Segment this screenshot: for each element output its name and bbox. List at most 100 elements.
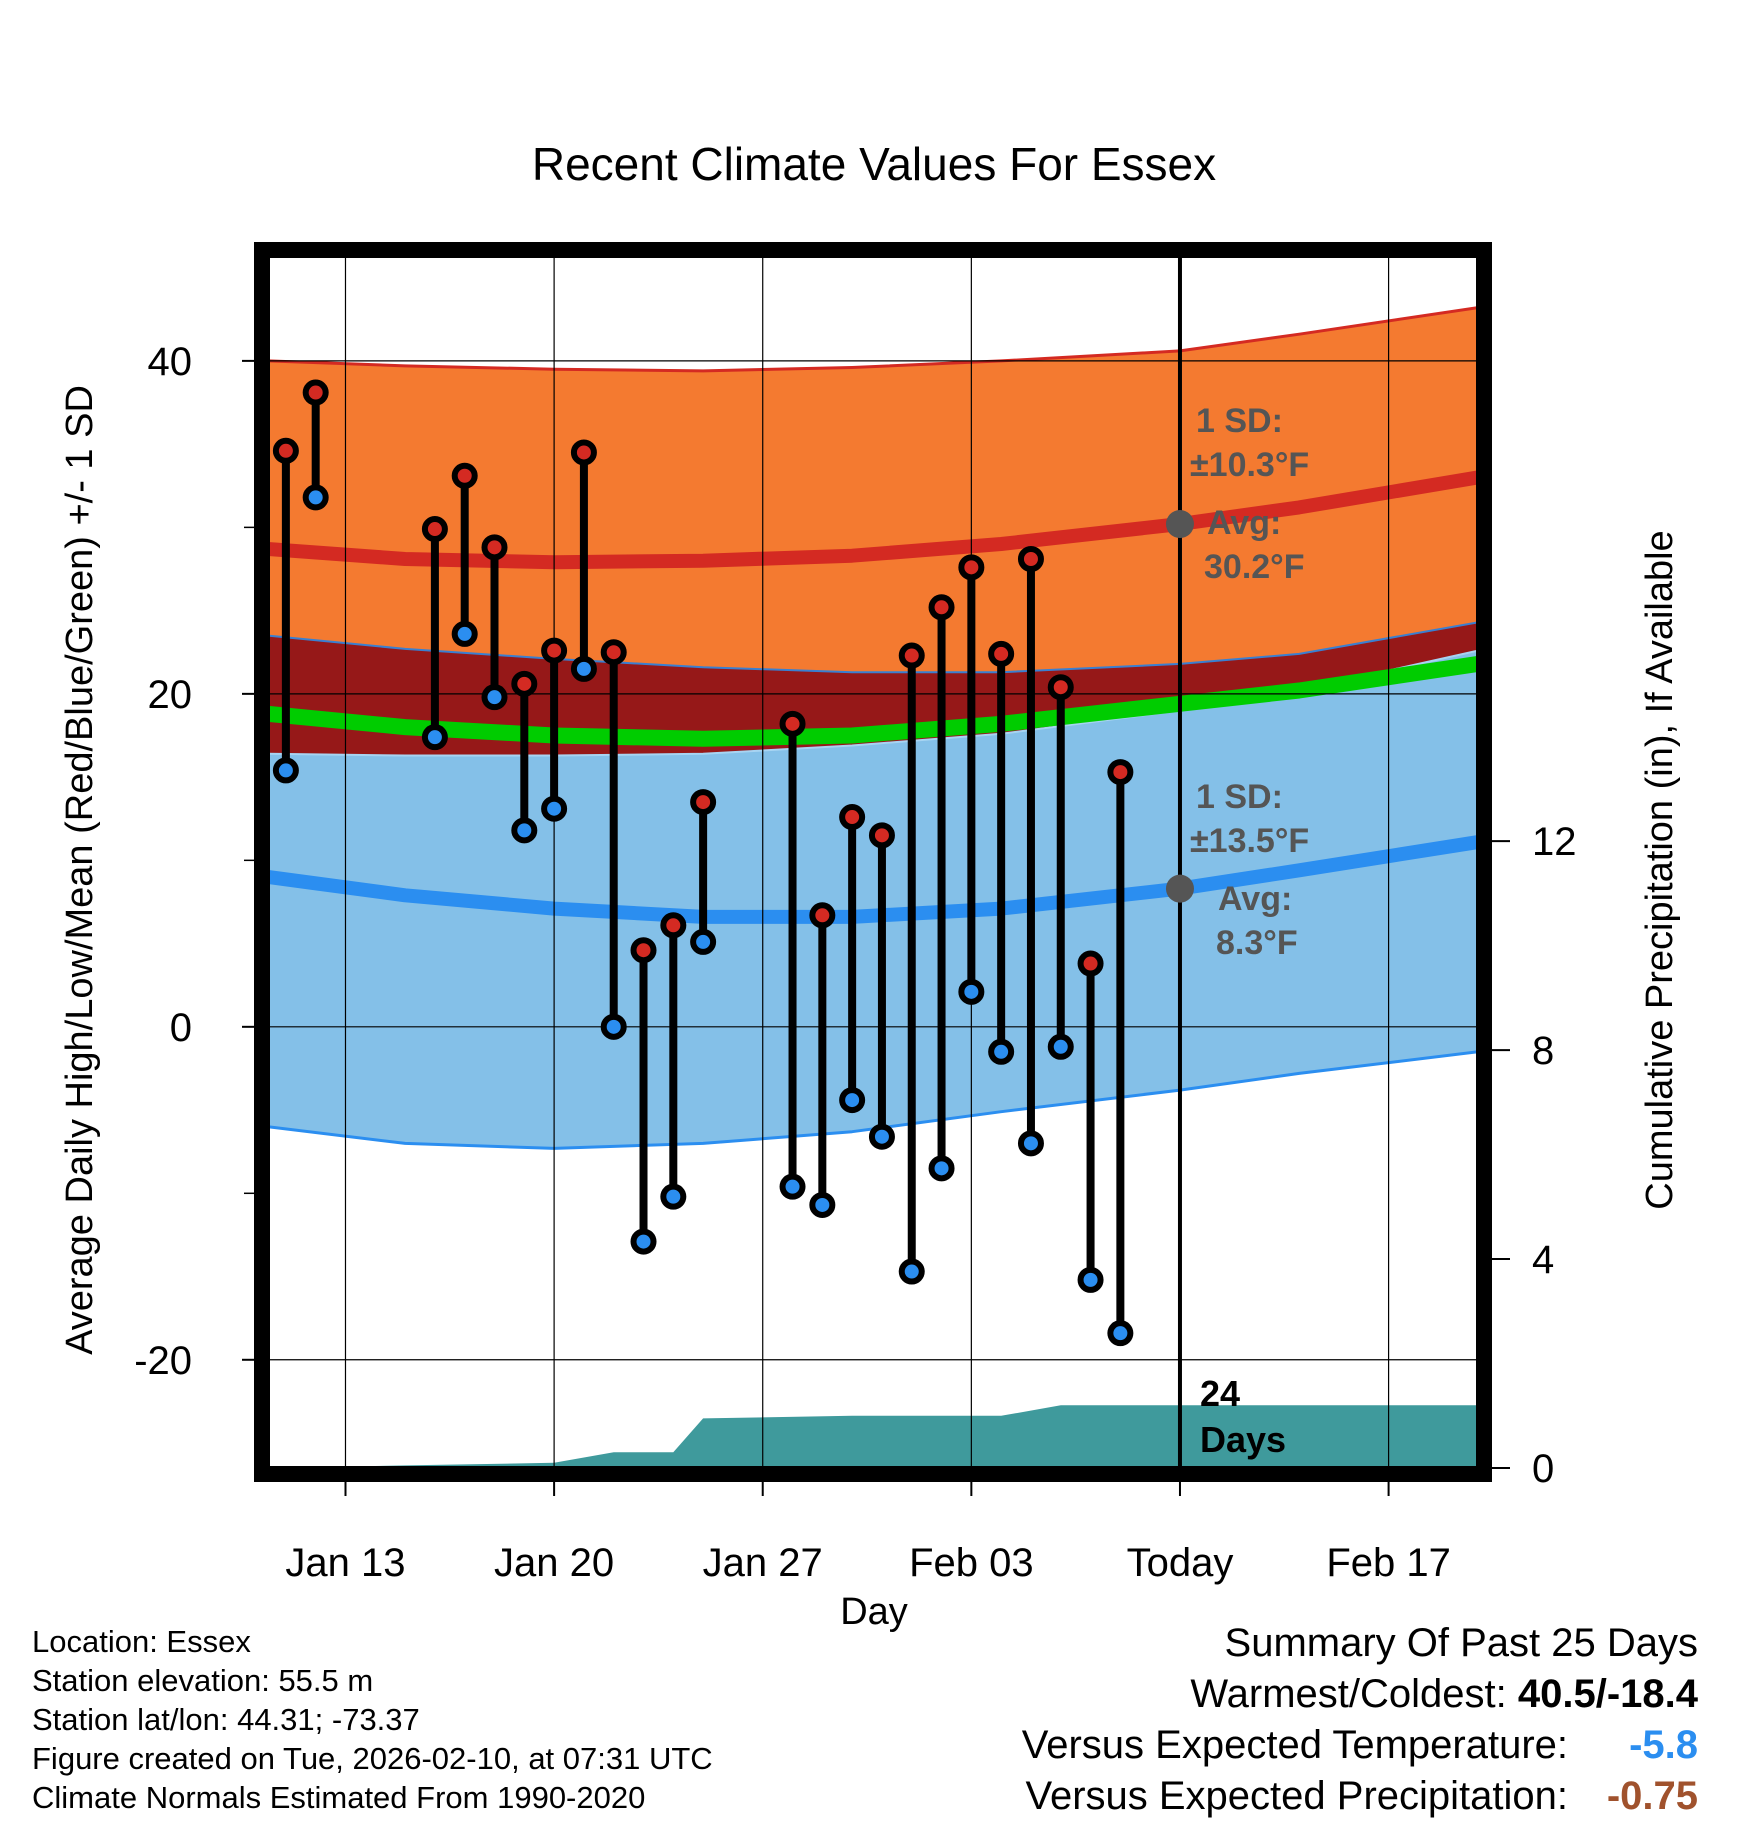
low-point: [1077, 1266, 1104, 1293]
summary-precip-row: Versus Expected Precipitation: -0.75: [1022, 1771, 1698, 1822]
high-point: [1107, 759, 1134, 786]
low-point: [779, 1173, 806, 1200]
low-avg-marker: [1165, 874, 1194, 903]
precip-area: [268, 1405, 1478, 1468]
high-point: [481, 534, 508, 561]
high-point: [958, 554, 985, 581]
y-axis-label: Average Daily High/Low/Mean (Red/Blue/Gr…: [59, 385, 101, 1355]
high-avg-marker: [1165, 510, 1194, 539]
high-point: [690, 789, 717, 816]
x-tick-label: Feb 03: [909, 1541, 1034, 1585]
low-point: [1107, 1320, 1134, 1347]
high-point: [421, 516, 448, 543]
days-count: 24: [1200, 1373, 1240, 1414]
y2-tick-label: 8: [1532, 1029, 1554, 1073]
low-point: [928, 1155, 955, 1182]
high-upper-edge: [268, 306, 1478, 373]
warmest-value: 40.5/-18.4: [1517, 1672, 1698, 1716]
low-lower-edge: [268, 1050, 1478, 1150]
summary-warmest-row: Warmest/Coldest: 40.5/-18.4: [1022, 1669, 1698, 1720]
summary-panel: Summary Of Past 25 Days Warmest/Coldest:…: [1022, 1618, 1698, 1822]
low-point: [868, 1123, 895, 1150]
summary-title: Summary Of Past 25 Days: [1224, 1621, 1698, 1665]
low-point: [481, 684, 508, 711]
high-point: [511, 670, 538, 697]
low-point: [511, 817, 538, 844]
x-tick-label: Today: [1127, 1541, 1234, 1585]
location-text: Location: Essex: [32, 1624, 251, 1659]
high-point: [1047, 674, 1074, 701]
y2-tick-label: 12: [1532, 820, 1577, 864]
x-tick-label: Feb 17: [1326, 1541, 1451, 1585]
high-lower-edge: [268, 621, 1478, 674]
high-avg-line: [268, 470, 1478, 570]
created-text: Figure created on Tue, 2026-02-10, at 07…: [32, 1741, 713, 1776]
high-point: [570, 439, 597, 466]
x-tick-label: Jan 20: [494, 1541, 614, 1585]
chart-title: Recent Climate Values For Essex: [532, 138, 1216, 190]
y2-tick-label: 4: [1532, 1238, 1554, 1282]
high-point: [839, 804, 866, 831]
low-point: [1047, 1033, 1074, 1060]
y-tick-label: 40: [148, 340, 193, 384]
low-avg-label: Avg:: [1218, 880, 1292, 918]
station-info: Location: Essex Station elevation: 55.5 …: [32, 1622, 713, 1817]
high-avg-label: Avg:: [1207, 504, 1281, 542]
high-point: [630, 937, 657, 964]
y-tick-label: -20: [134, 1339, 192, 1383]
elevation-text: Station elevation: 55.5 m: [32, 1663, 374, 1698]
x-tick-label: Jan 13: [285, 1541, 405, 1585]
y-tick-label: 0: [170, 1006, 192, 1050]
high-point: [451, 462, 478, 489]
normals-text: Climate Normals Estimated From 1990-2020: [32, 1780, 646, 1815]
high-sd-value: ±10.3°F: [1190, 446, 1309, 484]
low-sd-label: 1 SD:: [1196, 778, 1283, 816]
low-point: [421, 724, 448, 751]
x-axis-label: Day: [840, 1591, 908, 1633]
y2-axis-label: Cumulative Precipitation (in), If Availa…: [1639, 530, 1681, 1209]
mean-avg-line: [268, 655, 1478, 747]
high-point: [988, 640, 1015, 667]
low-point: [690, 928, 717, 955]
temp-label: Versus Expected Temperature:: [1021, 1723, 1568, 1767]
low-point: [272, 757, 299, 784]
low-point: [630, 1228, 657, 1255]
high-point: [541, 637, 568, 664]
warmest-label: Warmest/Coldest:: [1190, 1672, 1518, 1716]
low-point: [958, 978, 985, 1005]
low-point: [809, 1191, 836, 1218]
latlon-text: Station lat/lon: 44.31; -73.37: [32, 1702, 420, 1737]
high-sd-label: 1 SD:: [1196, 402, 1283, 440]
low-point: [898, 1258, 925, 1285]
low-sd-band: [268, 650, 1478, 1149]
high-sd-band: [268, 307, 1478, 673]
high-point: [779, 710, 806, 737]
y2-tick-label: 0: [1532, 1447, 1554, 1491]
low-point: [451, 620, 478, 647]
low-sd-value: ±13.5°F: [1190, 822, 1309, 860]
plot-frame: [254, 242, 1492, 1482]
low-point: [570, 655, 597, 682]
low-avg-value: 8.3°F: [1216, 924, 1298, 962]
high-point: [302, 379, 329, 406]
temp-value: -5.8: [1629, 1723, 1698, 1767]
low-point: [1017, 1130, 1044, 1157]
low-point: [660, 1183, 687, 1210]
high-point: [272, 437, 299, 464]
precip-label: Versus Expected Precipitation:: [1025, 1774, 1568, 1818]
high-point: [898, 642, 925, 669]
high-point: [1017, 546, 1044, 572]
days-word: Days: [1200, 1419, 1286, 1460]
high-point: [660, 912, 687, 939]
summary-temp-row: Versus Expected Temperature: -5.8: [1022, 1720, 1698, 1771]
high-avg-value: 30.2°F: [1204, 548, 1305, 586]
high-point: [809, 902, 836, 929]
plot-area: 1 SD: ±10.3°F Avg: 30.2°F 1 SD: ±13.5°F Avg: 8.…: [268, 256, 1478, 1468]
high-point: [1077, 950, 1104, 977]
y-tick-label: 20: [148, 673, 193, 717]
band-overlap: [268, 622, 1478, 756]
high-point: [868, 822, 895, 849]
low-point: [988, 1038, 1015, 1065]
low-point: [839, 1087, 866, 1114]
